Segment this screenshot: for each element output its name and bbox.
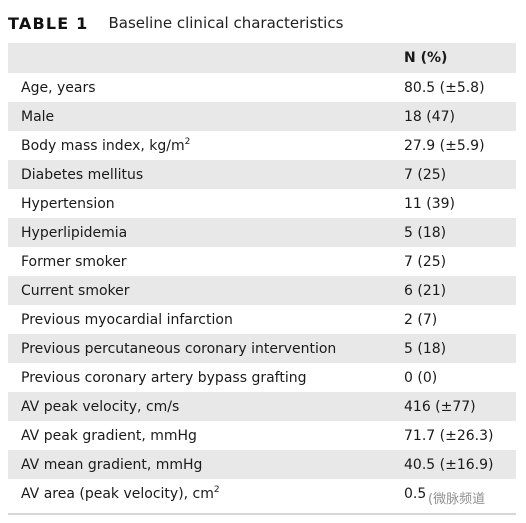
row-value: 27.9 (±5.9) xyxy=(404,137,485,154)
table-row: Previous percutaneous coronary intervent… xyxy=(8,334,516,363)
row-value: 11 (39) xyxy=(404,195,456,212)
table-title: Baseline clinical characteristics xyxy=(108,14,344,32)
table-row: AV area (peak velocity), cm2 0.5 xyxy=(8,479,516,508)
watermark: (微脉频道 xyxy=(428,488,486,507)
row-value: 40.5 (±16.9) xyxy=(404,456,494,473)
row-value: 5 (18) xyxy=(404,340,447,357)
header-n-percent: N (%) xyxy=(404,50,448,66)
row-value: 0 (0) xyxy=(404,369,438,386)
row-label-text: AV area (peak velocity), cm xyxy=(21,485,214,502)
row-label: AV peak velocity, cm/s xyxy=(21,398,180,415)
row-value: 416 (±77) xyxy=(404,398,476,415)
table-row: Male 18 (47) xyxy=(8,102,516,131)
row-label: Body mass index, kg/m2 xyxy=(8,131,404,160)
table-row: Previous myocardial infarction 2 (7) xyxy=(8,305,516,334)
row-label: Previous myocardial infarction xyxy=(21,311,233,328)
row-value: 0.5 xyxy=(404,485,427,502)
table-row: Hypertension 11 (39) xyxy=(8,189,516,218)
table-row: Hyperlipidemia 5 (18) xyxy=(8,218,516,247)
table-row: Former smoker 7 (25) xyxy=(8,247,516,276)
row-label: Hyperlipidemia xyxy=(21,224,128,241)
row-label: Diabetes mellitus xyxy=(21,166,144,183)
clinical-characteristics-table: N (%) Age, years 80.5 (±5.8) Male 18 (47… xyxy=(8,43,516,508)
row-value: 7 (25) xyxy=(404,166,447,183)
table-row: Current smoker 6 (21) xyxy=(8,276,516,305)
row-label: Current smoker xyxy=(21,282,130,299)
table-caption: TABLE 1 Baseline clinical characteristic… xyxy=(8,10,343,36)
row-value: 5 (18) xyxy=(404,224,447,241)
row-label: Hypertension xyxy=(21,195,115,212)
row-value: 71.7 (±26.3) xyxy=(404,427,494,444)
table-row: AV mean gradient, mmHg 40.5 (±16.9) xyxy=(8,450,516,479)
table-row: Diabetes mellitus 7 (25) xyxy=(8,160,516,189)
superscript: 2 xyxy=(213,484,220,495)
row-label-text: Body mass index, kg/m xyxy=(21,137,185,154)
row-label: Age, years xyxy=(21,79,96,96)
table-header-row: N (%) xyxy=(8,43,516,73)
row-value: 7 (25) xyxy=(404,253,447,270)
row-value: 6 (21) xyxy=(404,282,447,299)
table-row: AV peak velocity, cm/s 416 (±77) xyxy=(8,392,516,421)
row-label: Previous coronary artery bypass grafting xyxy=(21,369,307,386)
row-value: 80.5 (±5.8) xyxy=(404,79,485,96)
table-number: TABLE 1 xyxy=(8,13,89,33)
table-row: Previous coronary artery bypass grafting… xyxy=(8,363,516,392)
row-label: Previous percutaneous coronary intervent… xyxy=(21,340,337,357)
superscript: 2 xyxy=(184,136,191,147)
row-label: Former smoker xyxy=(21,253,127,270)
row-label: AV peak gradient, mmHg xyxy=(21,427,197,444)
row-label: Male xyxy=(21,108,55,125)
table-bottom-rule xyxy=(8,513,516,515)
table-row: AV peak gradient, mmHg 71.7 (±26.3) xyxy=(8,421,516,450)
table-row: Body mass index, kg/m2 27.9 (±5.9) xyxy=(8,131,516,160)
row-label: AV mean gradient, mmHg xyxy=(21,456,203,473)
row-value: 2 (7) xyxy=(404,311,438,328)
table-row: Age, years 80.5 (±5.8) xyxy=(8,73,516,102)
row-value: 18 (47) xyxy=(404,108,456,125)
header-characteristic xyxy=(8,43,404,73)
row-label: AV area (peak velocity), cm2 xyxy=(8,479,404,508)
